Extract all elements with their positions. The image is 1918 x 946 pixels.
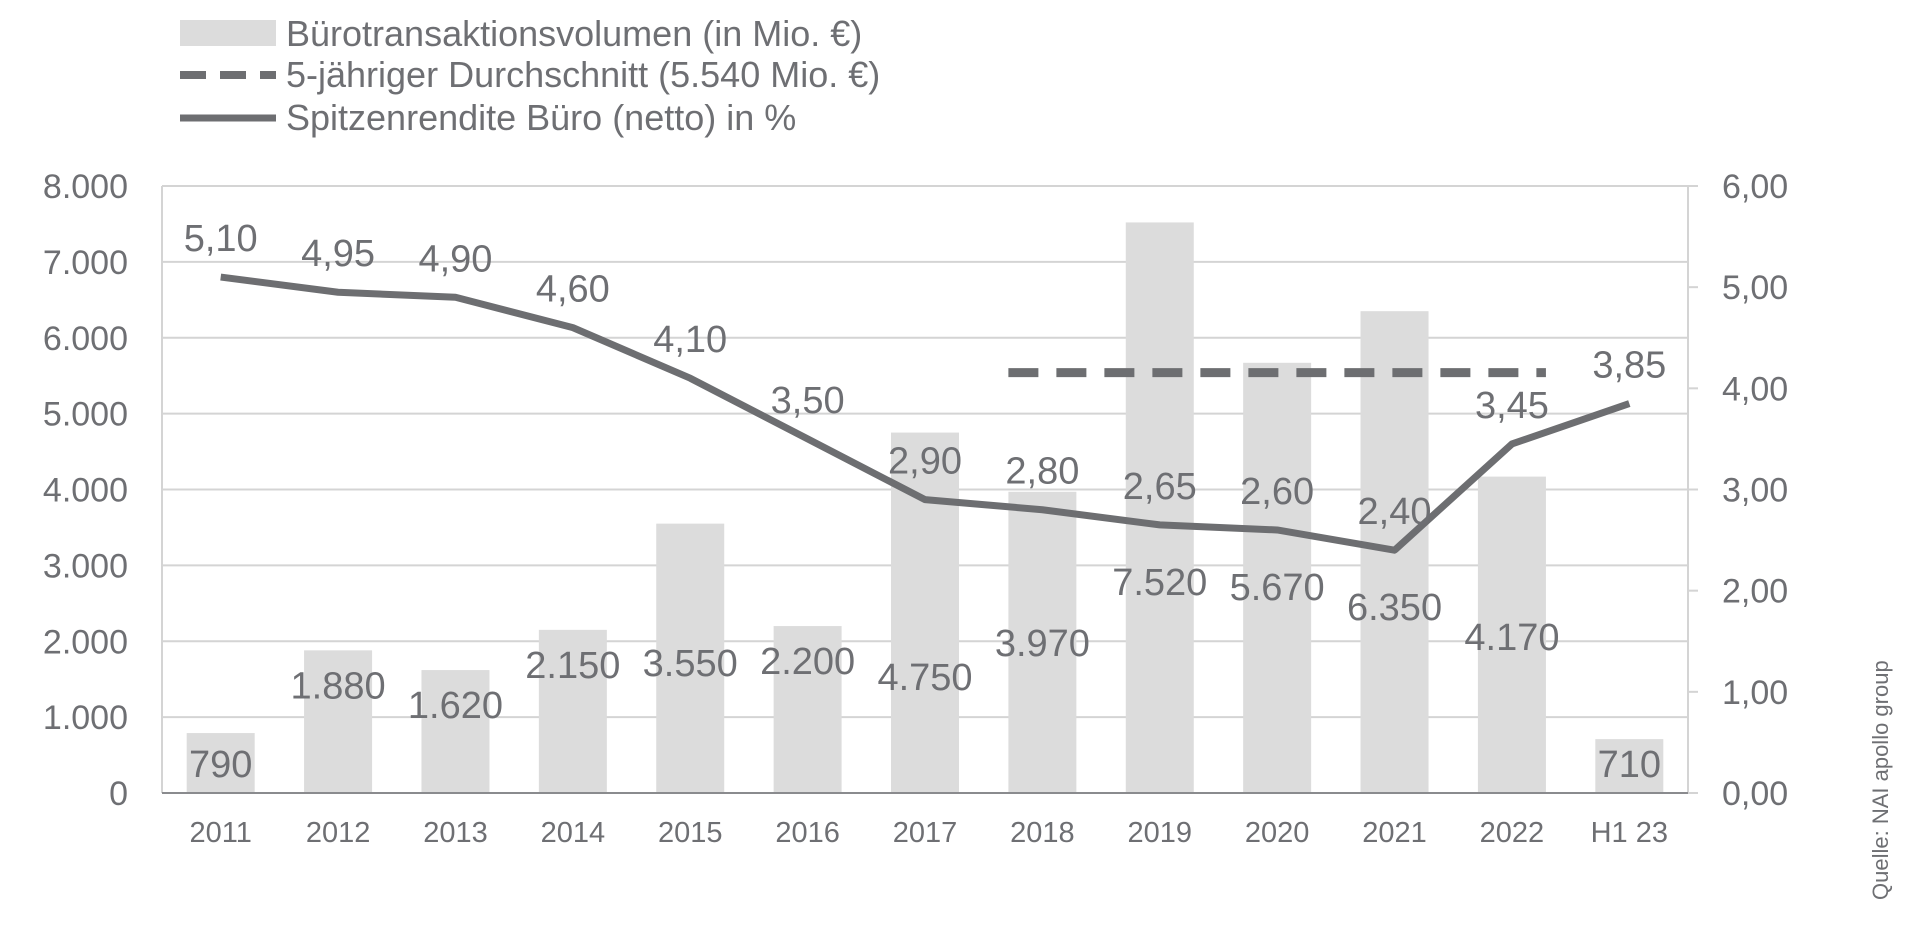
bar (1477, 476, 1546, 793)
x-axis-labels: 2011 2012 2013 2014 2015 2016 2017 2018 2019 2020… (190, 817, 1668, 849)
yield-data-label: 4,90 (418, 238, 492, 280)
yield-data-label: 2,65 (1123, 466, 1197, 508)
legend-bar-label: Bürotransaktionsvolumen (in Mio. €) (286, 13, 862, 54)
yield-line (220, 273, 1631, 554)
bar-data-label: 6.350 (1347, 587, 1442, 629)
bar (891, 432, 959, 793)
right-tick-label: 0,00 (1722, 775, 1788, 813)
x-tick-label: 2011 (190, 817, 252, 849)
bar (421, 670, 490, 793)
yield-data-label: 3,50 (771, 380, 845, 422)
yield-data-label: 3,85 (1592, 345, 1666, 387)
bar-data-label: 7.520 (1112, 562, 1207, 604)
left-tick-label: 3.000 (43, 547, 128, 585)
yield-data-label: 2,90 (888, 441, 962, 483)
left-tick-label: 4.000 (43, 472, 128, 510)
bar-data-label: 2.200 (760, 641, 855, 683)
bar (1125, 222, 1194, 794)
left-tick-label: 8.000 (43, 168, 128, 206)
left-axis-ticks: 0 1.000 2.000 3.000 4.000 5.000 6.000 7.000 8.00… (43, 168, 128, 813)
bar (1008, 491, 1077, 793)
x-tick-label: 2014 (541, 817, 606, 849)
bar-data-label: 2.150 (525, 645, 620, 687)
yield-data-label: 4,10 (653, 319, 727, 361)
bar-data-label: 3.970 (995, 623, 1090, 665)
bars (186, 222, 1664, 794)
bar-data-label: 790 (189, 744, 252, 786)
yield-data-label: 3,45 (1475, 385, 1549, 427)
x-tick-label: 2013 (423, 817, 488, 849)
left-tick-label: 1.000 (43, 699, 128, 737)
bar (656, 523, 725, 793)
right-tick-label: 4,00 (1722, 370, 1788, 408)
right-axis-ticks: 0,00 1,00 2,00 3,00 4,00 5,00 6,00 (1688, 168, 1788, 813)
yield-line-path (220, 273, 1631, 554)
bar-data-label: 4.750 (877, 657, 972, 699)
bar-labels: 790 1.880 1.620 2.150 3.550 2.200 4.750 3.970 7.… (189, 562, 1661, 786)
bar (1243, 362, 1312, 793)
yield-data-label: 2,80 (1005, 451, 1079, 493)
yield-labels: 5,10 4,95 4,90 4,60 4,10 3,50 2,90 2,80 2,65 2,60… (184, 218, 1667, 533)
x-tick-label: 2017 (893, 817, 958, 849)
left-tick-label: 6.000 (43, 320, 128, 358)
right-tick-label: 5,00 (1722, 269, 1788, 307)
yield-data-label: 4,60 (536, 269, 610, 311)
x-tick-label: 2015 (658, 817, 723, 849)
bar-data-label: 710 (1598, 744, 1661, 786)
x-tick-label: 2019 (1128, 817, 1193, 849)
yield-data-label: 2,60 (1240, 471, 1314, 513)
bar-data-label: 4.170 (1464, 617, 1559, 659)
left-tick-label: 0 (109, 775, 128, 813)
right-tick-label: 2,00 (1722, 573, 1788, 611)
left-tick-label: 2.000 (43, 623, 128, 661)
source-note: Quelle: NAI apollo group (1868, 660, 1893, 900)
x-tick-label: 2020 (1245, 817, 1310, 849)
right-tick-label: 3,00 (1722, 472, 1788, 510)
legend-yield-label: Spitzenrendite Büro (netto) in % (286, 97, 796, 138)
x-tick-label: 2022 (1480, 817, 1545, 849)
bar-data-label: 5.670 (1230, 567, 1325, 609)
legend-average-label: 5-jähriger Durchschnitt (5.540 Mio. €) (286, 54, 880, 95)
yield-data-label: 2,40 (1358, 491, 1432, 533)
yield-data-label: 4,95 (301, 233, 375, 275)
bar (773, 626, 842, 793)
x-tick-label: H1 23 (1591, 817, 1668, 849)
x-tick-label: 2012 (306, 817, 371, 849)
x-tick-label: 2021 (1362, 817, 1427, 849)
x-tick-label: 2016 (775, 817, 840, 849)
right-tick-label: 1,00 (1722, 674, 1788, 712)
bar (1595, 739, 1664, 793)
left-tick-label: 5.000 (43, 396, 128, 434)
legend: Bürotransaktionsvolumen (in Mio. €)5-jäh… (180, 13, 880, 138)
bar (304, 650, 373, 793)
bar-data-label: 1.620 (408, 685, 503, 727)
left-tick-label: 7.000 (43, 244, 128, 282)
right-tick-label: 6,00 (1722, 168, 1788, 206)
legend-bar-swatch (180, 20, 276, 46)
bar (186, 733, 255, 793)
x-tick-label: 2018 (1010, 817, 1075, 849)
bar (538, 629, 607, 793)
yield-data-label: 5,10 (184, 218, 258, 260)
bar-data-label: 3.550 (643, 643, 738, 685)
bar-data-label: 1.880 (291, 665, 386, 707)
